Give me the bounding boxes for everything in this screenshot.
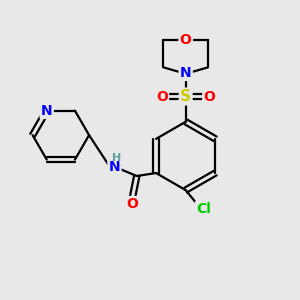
Text: H: H (112, 153, 121, 163)
Text: N: N (180, 66, 191, 80)
Text: N: N (41, 104, 52, 118)
Text: O: O (126, 197, 138, 211)
Text: O: O (203, 89, 215, 103)
Text: Cl: Cl (196, 202, 211, 216)
Text: S: S (180, 89, 191, 104)
Text: N: N (109, 160, 120, 174)
Text: O: O (180, 33, 192, 47)
Text: O: O (156, 89, 168, 103)
